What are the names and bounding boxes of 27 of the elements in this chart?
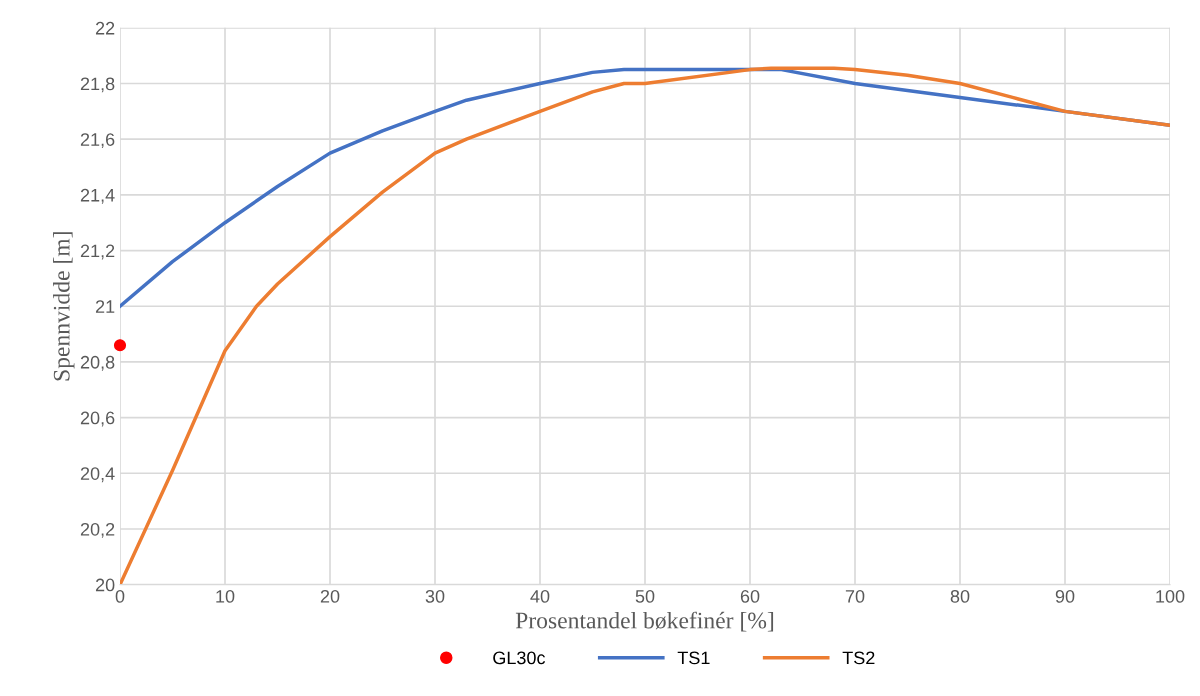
y-tick-label: 20,8 <box>80 355 115 371</box>
y-axis-title: Spennvidde [m] <box>53 232 75 381</box>
x-axis-title: Prosentandel bøkefinér [%] <box>515 611 774 632</box>
x-tick-label: 80 <box>950 589 970 603</box>
x-tick-label: 60 <box>740 589 760 603</box>
x-tick-label: 20 <box>320 589 340 603</box>
y-tick-label: 21,8 <box>80 77 115 93</box>
x-tick-label: 10 <box>216 589 235 603</box>
y-tick-label: 20,4 <box>80 467 115 483</box>
y-tick-label: 22 <box>95 21 115 35</box>
y-tick-label: 20,6 <box>80 411 115 427</box>
x-tick-label: 50 <box>635 589 655 603</box>
y-tick-label: 21,6 <box>80 133 115 149</box>
x-tick-label: 70 <box>845 589 865 603</box>
legend-label: GL30c <box>493 651 546 665</box>
y-tick-label: 20,2 <box>80 522 115 538</box>
y-tick-label: 20 <box>95 578 115 592</box>
y-tick-label: 21,2 <box>80 244 115 260</box>
legend-label: TS2 <box>842 651 875 665</box>
x-tick-label: 40 <box>530 589 550 603</box>
x-tick-label: 90 <box>1055 589 1075 603</box>
x-tick-label: 100 <box>1156 589 1185 603</box>
x-tick-label: 0 <box>115 589 125 603</box>
x-tick-label: 30 <box>425 589 445 603</box>
y-tick-label: 21,4 <box>80 188 115 204</box>
legend-label: TS1 <box>677 651 710 665</box>
y-tick-label: 21 <box>95 300 115 313</box>
